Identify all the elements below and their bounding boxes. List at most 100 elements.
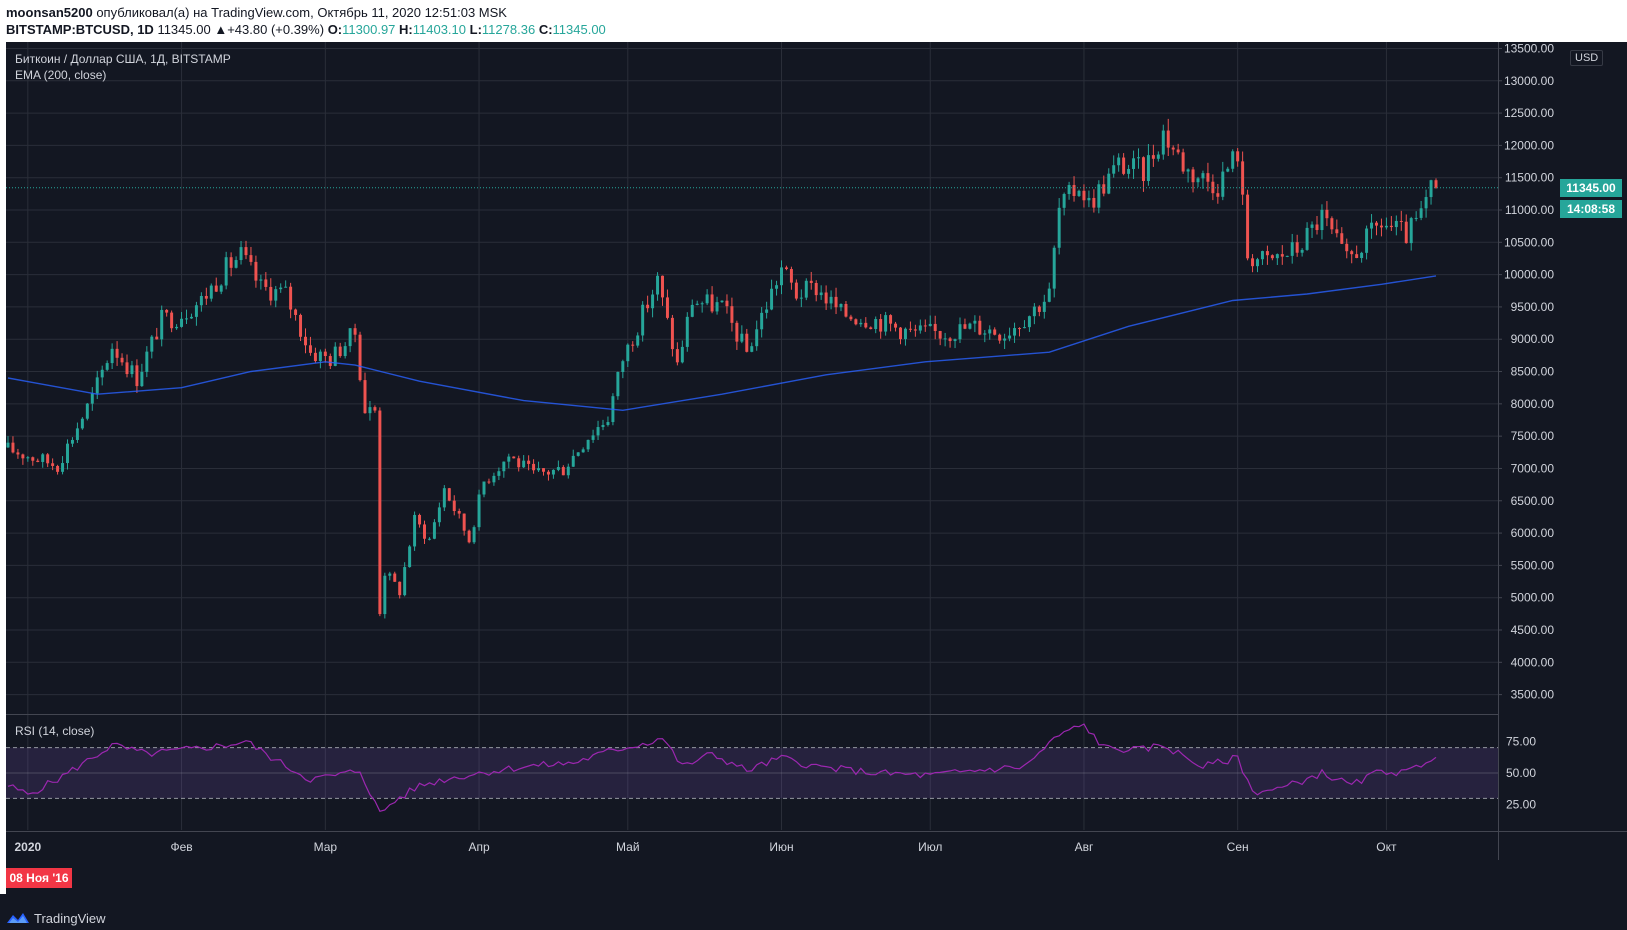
chart-title: Биткоин / Доллар США, 1Д, BITSTAMP [15, 52, 231, 66]
candle-body [1003, 338, 1007, 341]
candle-body [1275, 254, 1279, 259]
rsi-legend[interactable]: RSI (14, close) [15, 724, 95, 738]
candle-body [432, 522, 436, 539]
candle-body [249, 255, 253, 262]
candle-body [1290, 242, 1294, 256]
brand[interactable]: TradingView [6, 908, 106, 928]
candle-body [943, 338, 947, 340]
candle-body [31, 457, 35, 461]
price-tick-label: 11000.00 [1505, 203, 1554, 217]
candle-body [1127, 168, 1131, 174]
candle-body [844, 304, 848, 317]
candle-body [1077, 190, 1081, 196]
candle-body [1141, 157, 1145, 181]
candle-body [284, 286, 288, 288]
candle-body [542, 468, 545, 472]
candle-body [983, 333, 987, 335]
candle-body [1151, 155, 1155, 159]
candle-body [462, 513, 466, 531]
candle-body [755, 329, 759, 347]
candle-body [522, 460, 526, 468]
price-tick-label: 9500.00 [1511, 300, 1555, 314]
candle-body [1365, 228, 1369, 253]
currency-label[interactable]: USD [1570, 50, 1604, 66]
time-axis-label: Апр [468, 840, 490, 854]
author-name[interactable]: moonsan5200 [6, 5, 93, 20]
ema-legend[interactable]: EMA (200, close) [15, 68, 107, 82]
candle-body [264, 279, 268, 287]
candle-body [661, 275, 664, 298]
candle-body [1032, 306, 1036, 317]
candle-body [1241, 161, 1245, 195]
candle-body [16, 452, 20, 455]
candle-body [1092, 197, 1096, 208]
candle-body [760, 312, 764, 330]
candle-body [824, 292, 828, 304]
candle-body [799, 297, 803, 299]
candle-body [323, 351, 327, 357]
candle-body [85, 403, 89, 419]
candle-body [1216, 193, 1220, 197]
candle-body [66, 443, 69, 464]
candle-body [467, 530, 471, 543]
candle-body [457, 511, 461, 514]
candle-body [427, 538, 431, 540]
chart-header: moonsan5200 опубликовал(а) на TradingVie… [0, 0, 1627, 42]
candle-body [636, 335, 640, 346]
candle-body [308, 345, 312, 353]
price-chart[interactable]: 13500.00 13000.00 12500.00 12000.00 11500.00… [6, 42, 1627, 894]
ema-line [7, 275, 1437, 412]
candle-body [740, 333, 744, 342]
price-tick-label: 5000.00 [1511, 591, 1555, 605]
candle-body [576, 452, 580, 456]
candle-body [1181, 152, 1185, 172]
candle-body [398, 581, 402, 596]
price-tick-label: 13000.00 [1504, 74, 1554, 88]
price-tick-label: 3500.00 [1511, 688, 1555, 702]
candle-body [1429, 180, 1433, 198]
candle-body [224, 257, 228, 286]
price-tick-label: 8000.00 [1511, 397, 1555, 411]
candle-body [735, 322, 739, 342]
price-tick-label: 12000.00 [1504, 138, 1554, 152]
candle-body [953, 339, 957, 342]
candle-body [556, 467, 560, 470]
candle-body [1087, 197, 1091, 201]
candle-body [571, 455, 575, 467]
candle-body [383, 575, 387, 615]
open-label: O: [327, 22, 343, 37]
low-value: 11278.36 [481, 22, 536, 37]
candle-body [447, 488, 451, 501]
candle-body [715, 302, 719, 312]
candle-body [274, 289, 278, 301]
time-axis-label: Фев [170, 840, 192, 854]
candle-body [100, 369, 104, 378]
candle-body [185, 318, 188, 320]
candle-body [973, 320, 977, 324]
candle-body [1176, 149, 1180, 153]
candle-body [299, 314, 303, 337]
candle-body [1300, 249, 1304, 253]
candle-body [388, 573, 392, 576]
candle-body [1350, 251, 1354, 255]
candle-body [651, 294, 655, 309]
candle-body [1345, 243, 1349, 252]
chart-area[interactable]: 13500.00 13000.00 12500.00 12000.00 11500.00… [6, 42, 1627, 894]
candle-body [551, 469, 555, 475]
candle-body [1305, 227, 1309, 250]
candle-body [348, 328, 352, 347]
candle-body [155, 336, 159, 340]
candle-body [1052, 247, 1056, 289]
candle-body [150, 336, 154, 352]
candle-body [1310, 224, 1314, 228]
candle-body [859, 322, 863, 325]
candle-body [1394, 220, 1398, 228]
candle-body [532, 463, 536, 471]
candle-body [1137, 157, 1140, 159]
candle-body [517, 458, 521, 468]
candle-body [279, 287, 283, 290]
candle-body [254, 261, 258, 281]
symbol-label[interactable]: BITSTAMP:BTCUSD, 1D [6, 22, 154, 37]
candle-body [646, 304, 650, 309]
candle-body [1404, 221, 1408, 244]
